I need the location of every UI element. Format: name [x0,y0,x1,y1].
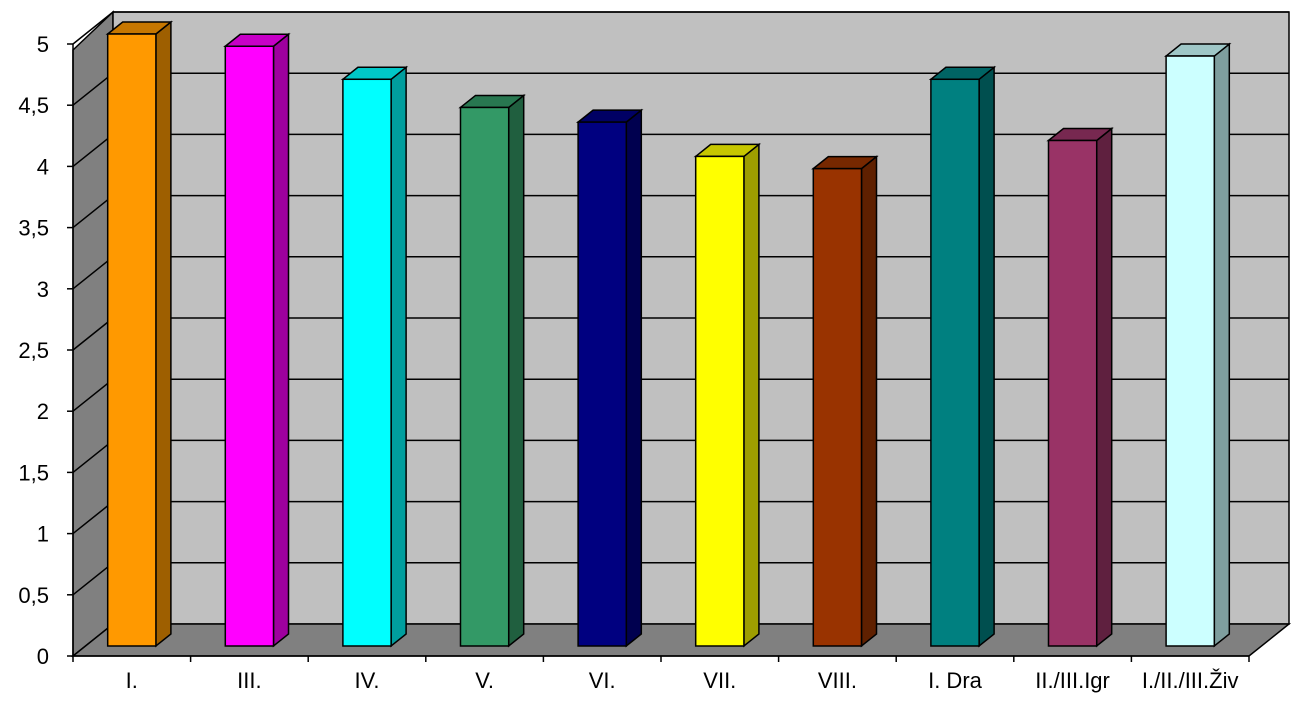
y-tick-label: 4 [37,154,49,179]
gridline-side [72,439,114,473]
y-tick-label: 5 [37,32,49,57]
x-tick-label: VI. [589,668,616,693]
gridline-side [72,11,114,45]
y-tick-label: 2,5 [18,338,49,363]
bar-side [507,93,525,648]
bar-front [1047,139,1098,647]
y-tick-label: 0 [37,644,49,669]
bar-front [694,155,745,647]
bar [1046,126,1114,648]
gridline-side [72,501,114,535]
bar-side [390,65,407,648]
y-tick-label: 1,5 [18,460,49,485]
bar-side [978,65,995,648]
bar-front [577,121,628,647]
bar [458,93,526,648]
gridline-side [72,133,114,167]
bar [811,155,879,648]
x-tick-label: IV. [355,668,380,693]
y-tick-label: 3,5 [18,216,49,241]
bar [928,65,997,648]
y-tick-label: 0,5 [18,583,49,608]
x-tick-label: I./II./III.Živ [1142,668,1239,693]
bar [223,32,291,648]
bars [105,20,1232,648]
x-tick-label: III. [237,668,261,693]
gridline-side [72,378,114,412]
bar-front [106,33,157,647]
y-axis-ticks: 0 0,5 1 1,5 2 2,5 3 3,5 4 4,5 5 [18,32,73,669]
x-tick-label: II./III.Igr [1035,668,1110,693]
gridline-side [72,72,114,106]
gridline-side [72,195,114,229]
bar [693,142,762,648]
bar [105,20,174,648]
bar [1163,42,1232,648]
bar-side [860,155,878,648]
gridline-side [72,562,114,596]
bar-side [155,20,172,648]
x-tick-label: VII. [703,668,736,693]
bar-front [812,167,863,647]
x-tick-label: VIII. [818,668,857,693]
bar-front [459,106,510,647]
x-tick-label: I. [126,668,138,693]
bar-front [930,78,980,647]
bar [340,65,409,648]
y-tick-label: 3 [37,277,49,302]
bar-side [743,142,760,648]
bar [575,108,644,648]
bar-side [1095,126,1113,648]
y-tick-label: 1 [37,522,49,547]
bar-front [1165,55,1216,647]
y-tick-label: 2 [37,399,49,424]
bar-front [342,78,392,647]
bar-front [224,45,275,647]
bar-side [272,32,290,648]
x-tick-label: V. [475,668,494,693]
bar-side [1213,42,1231,648]
y-tick-label: 4,5 [18,93,49,118]
gridline-side [72,317,114,351]
x-axis-ticks: I. III. IV. V. VI. VII. VIII. I. Dra II./III.Igr… [72,656,1250,693]
gridline-side [72,256,114,290]
bar-side [625,108,643,648]
x-tick-label: I. Dra [928,668,983,693]
